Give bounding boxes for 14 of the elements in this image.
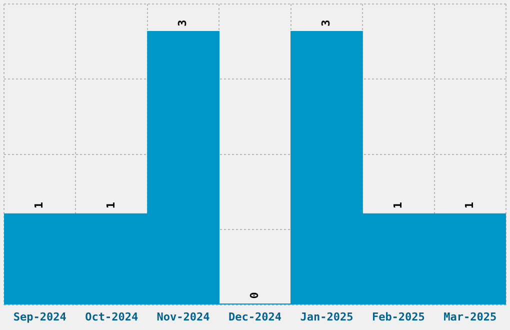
data-label: 3: [176, 20, 190, 26]
data-label: 0: [248, 292, 261, 299]
data-label: 1: [32, 202, 46, 209]
x-tick-label: Mar-2025: [444, 310, 497, 324]
data-label: 1: [104, 202, 118, 209]
x-tick-label: Dec-2024: [228, 310, 282, 324]
data-label: 1: [463, 202, 476, 209]
x-tick-label: Nov-2024: [156, 310, 210, 324]
x-tick-label: Sep-2024: [13, 310, 67, 324]
x-tick-label: Oct-2024: [85, 310, 138, 324]
data-label: 3: [320, 20, 333, 26]
x-tick-label: Jan-2025: [300, 310, 354, 324]
data-label: 1: [391, 202, 404, 209]
x-tick-label: Feb-2025: [372, 310, 425, 324]
